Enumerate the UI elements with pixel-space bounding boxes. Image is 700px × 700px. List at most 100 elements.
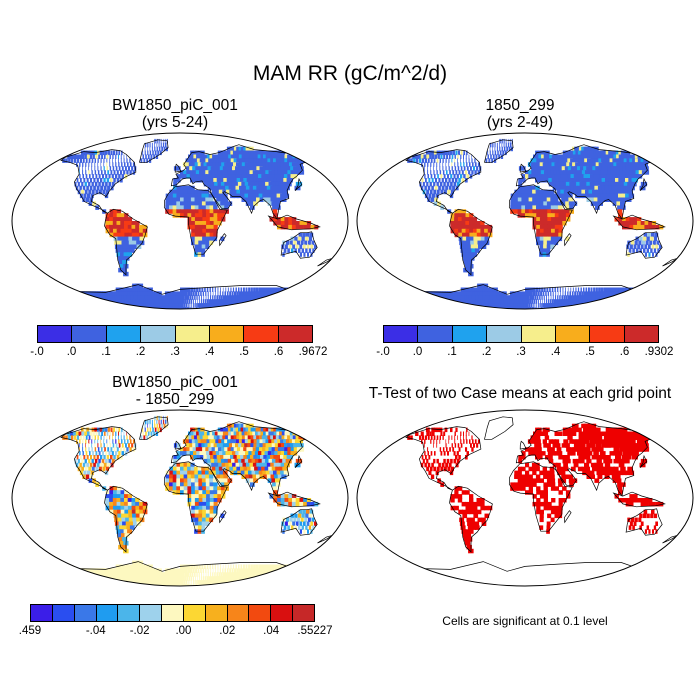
map-grid-cell [306,498,312,503]
map-grid-cell [209,228,214,234]
map-grid-cell [112,224,118,230]
map-grid-cell [585,470,591,476]
map-grid-cell [203,162,209,167]
map-grid-cell [240,193,246,199]
map-grid-cell [307,529,309,534]
map-grid-cell [273,494,278,499]
map-grid-cell [613,431,622,436]
map-grid-cell [192,166,197,171]
map-grid-cell [219,174,224,179]
map-grid-cell [200,455,205,460]
map-grid-cell [191,162,196,167]
coastline-greenland [484,139,514,163]
map-grid-cell [592,431,599,436]
map-grid-cell [176,486,181,491]
map-grid-cell [261,189,267,195]
map-grid-cell [620,150,631,156]
map-grid-cell [222,568,224,573]
map-grid-cell [221,447,227,452]
map-grid-cell [177,576,181,581]
map-grid-cell [188,439,193,444]
map-grid-cell [199,576,200,581]
map-grid-cell [205,291,207,296]
map-grid-cell [214,307,218,309]
map-grid-cell [110,447,113,452]
map-grid-cell [588,307,596,309]
map-grid-cell [206,490,211,495]
map-grid-cell [528,185,533,191]
map-grid-cell [125,244,131,249]
map-grid-cell [236,455,242,460]
map-grid-cell [120,224,125,230]
map-grid-cell [466,451,469,456]
map-grid-cell [124,505,129,511]
map-grid-cell [205,509,210,515]
map-grid-cell [122,260,128,265]
map-grid-cell [615,287,620,292]
map-grid-cell [548,455,553,460]
map-grid-cell [109,498,114,503]
map-grid-cell [554,201,559,206]
map-grid-cell [211,189,217,195]
map-grid-cell [132,162,135,167]
map-grid-cell [548,439,554,444]
map-grid-cell [430,451,433,456]
map-grid-cell [532,466,537,472]
map-grid-cell [131,509,137,515]
map-grid-cell [206,439,212,444]
map-grid-cell [254,181,261,187]
map-grid-cell [227,181,233,187]
map-grid-cell [194,217,200,222]
map-grid-cell [117,307,126,309]
map-grid-cell [597,291,602,296]
map-grid-cell [436,458,439,464]
coastline-indonesia [267,214,321,231]
coastline-uk [519,163,527,173]
map-grid-cell [618,462,625,468]
map-grid-cell [462,256,468,261]
map-grid-cell [543,474,548,479]
map-grid-cell [521,303,524,308]
map-grid-cell [503,146,506,152]
map-grid-cell [272,572,279,577]
map-grid-cell [419,181,422,187]
map-grid-cell [577,307,583,309]
map-grid-cell [131,443,134,448]
map-grid-cell [280,494,286,499]
map-grid-cell [142,154,144,159]
map-grid-cell [187,486,192,491]
map-grid-cell [175,295,179,300]
map-grid-cell [220,572,223,577]
map-grid-cell [213,498,218,503]
map-grid-cell [515,303,520,308]
map-grid-cell [635,248,639,253]
map-grid-cell [583,174,589,179]
map-grid-cell [127,252,132,257]
map-grid-cell [198,307,200,309]
panel-title-top-right: 1850_299 (yrs 2-49) [420,97,620,131]
map-grid-cell [82,158,85,163]
map-grid-cell [602,291,607,296]
map-grid-cell [176,455,181,460]
map-grid-cell [131,232,137,238]
map-grid-cell [608,427,617,433]
map-grid-cell [296,443,304,448]
map-grid-cell [458,178,461,183]
map-grid-cell [421,295,434,300]
map-grid-cell [556,170,562,175]
map-grid-cell [171,299,175,304]
map-grid-cell [264,466,270,472]
map-grid-cell [157,150,160,156]
map-grid-cell [183,303,186,308]
map-grid-cell [91,443,93,448]
map-grid-cell [607,470,613,476]
map-grid-cell [466,240,472,246]
map-grid-cell [243,568,247,573]
map-grid-cell [189,572,192,577]
map-grid-cell [88,447,90,452]
map-grid-cell [546,443,551,448]
coastline-eurasia [170,421,306,497]
map-grid-cell [620,466,626,472]
map-grid-cell [461,252,467,257]
map-grid-cell [551,221,556,226]
